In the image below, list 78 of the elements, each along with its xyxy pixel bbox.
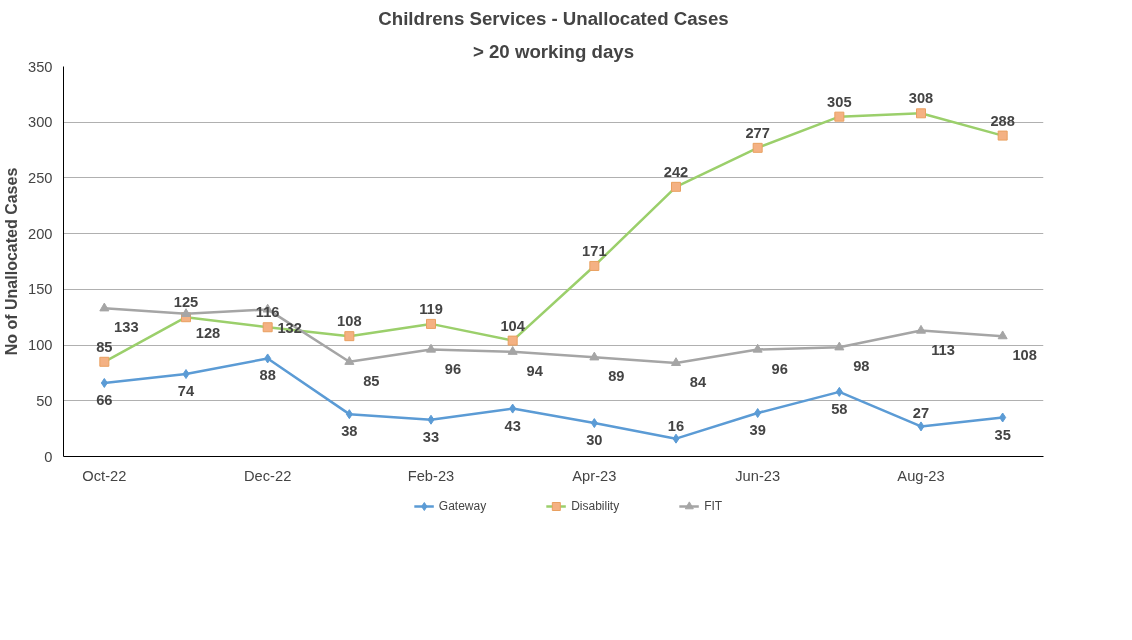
- point: [752, 343, 763, 353]
- data-label: 104: [500, 317, 526, 334]
- point: [100, 377, 108, 388]
- point: [671, 357, 681, 366]
- y-tick-label: 0: [44, 448, 53, 465]
- point: [264, 353, 272, 364]
- y-tick-label: 100: [28, 337, 53, 354]
- point: [754, 408, 762, 419]
- data-label: 84: [689, 373, 707, 390]
- data-label: 113: [931, 341, 955, 358]
- point: [427, 414, 435, 425]
- point: [345, 409, 353, 420]
- x-tick-label: Dec-22: [244, 467, 292, 484]
- y-tick-label: 200: [28, 225, 53, 242]
- data-label: 133: [114, 319, 139, 336]
- point: [181, 308, 191, 317]
- chart-title: Childrens Services - Unallocated Cases: [378, 7, 729, 29]
- legend-label: FIT: [704, 499, 724, 513]
- data-label: 16: [667, 417, 685, 434]
- chart-subtitle: > 20 working days: [472, 40, 635, 62]
- data-label: 33: [422, 428, 440, 445]
- y-axis-title: No of Unallocated Cases: [3, 167, 21, 356]
- data-label: 88: [259, 367, 276, 384]
- data-label: 43: [504, 417, 521, 434]
- data-label: 171: [582, 242, 607, 259]
- y-tick-label: 250: [28, 169, 53, 186]
- data-label: 116: [255, 304, 280, 321]
- data-label: 38: [341, 423, 358, 440]
- data-label: 128: [195, 324, 221, 341]
- x-tick-label: Oct-22: [82, 467, 127, 484]
- point: [916, 324, 926, 334]
- data-label: 66: [96, 391, 113, 408]
- y-tick-label: 300: [28, 114, 53, 131]
- point: [997, 330, 1008, 340]
- data-label: 35: [994, 426, 1011, 443]
- point: [999, 412, 1007, 423]
- data-label: 85: [363, 372, 380, 389]
- point: [426, 343, 436, 353]
- data-label: 39: [749, 422, 766, 439]
- x-tick-label: Jun-23: [735, 467, 781, 484]
- point: [835, 386, 843, 397]
- y-tick-label: 350: [28, 58, 53, 75]
- y-tick-label: 150: [28, 281, 53, 298]
- data-label: 98: [853, 358, 870, 375]
- x-tick-label: Aug-23: [897, 467, 945, 484]
- point: [509, 403, 517, 414]
- data-label: 119: [419, 300, 443, 317]
- data-label: 89: [608, 368, 625, 385]
- x-tick-label: Apr-23: [572, 467, 617, 484]
- legend-label: Disability: [571, 499, 620, 513]
- point: [917, 421, 925, 432]
- data-label: 58: [831, 400, 848, 417]
- x-tick-label: Feb-23: [407, 467, 455, 484]
- y-tick-label: 50: [36, 392, 53, 409]
- data-label: 277: [745, 124, 770, 141]
- data-label: 108: [337, 313, 362, 330]
- legend-label: Gateway: [438, 499, 487, 513]
- point: [507, 346, 518, 355]
- point: [834, 341, 845, 351]
- data-label: 308: [908, 90, 934, 107]
- data-label: 242: [663, 163, 689, 180]
- point: [182, 369, 190, 380]
- data-label: 85: [96, 338, 113, 355]
- point: [590, 418, 598, 429]
- data-label: 288: [990, 112, 1015, 129]
- data-label: 305: [827, 93, 852, 110]
- data-label: 74: [177, 383, 195, 400]
- point: [344, 356, 355, 365]
- data-label: 27: [912, 405, 930, 422]
- point: [99, 302, 110, 312]
- data-label: 96: [444, 360, 462, 377]
- point: [589, 351, 600, 361]
- data-label: 125: [173, 294, 199, 311]
- data-label: 30: [586, 432, 603, 449]
- data-label: 108: [1012, 347, 1037, 364]
- point: [672, 433, 680, 444]
- data-label: 96: [771, 360, 788, 377]
- data-label: 94: [526, 362, 544, 379]
